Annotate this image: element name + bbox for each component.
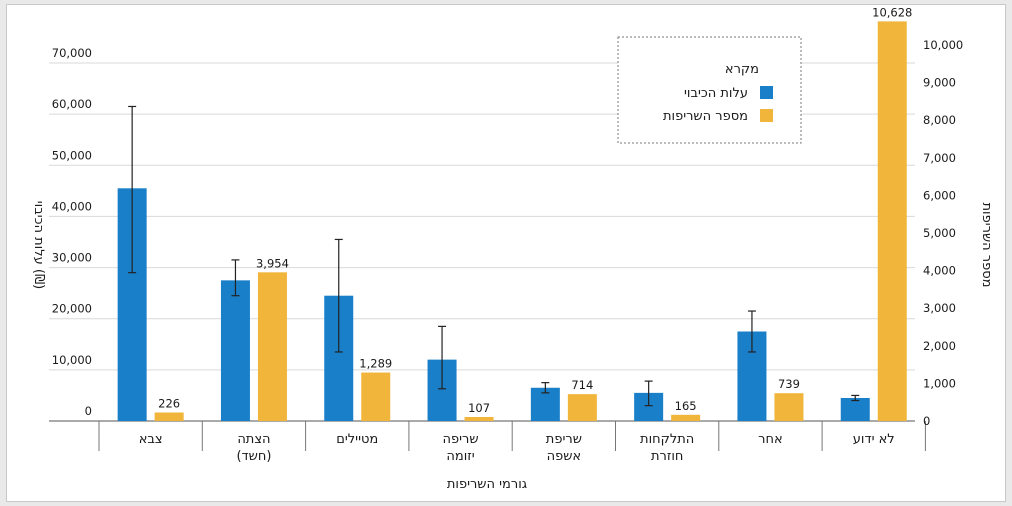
right-tick-label: 4,000 bbox=[923, 264, 956, 278]
category-label: צבא bbox=[139, 432, 163, 447]
bar-count bbox=[154, 412, 184, 421]
left-tick-label: 10,000 bbox=[52, 353, 92, 367]
count-value-label: 165 bbox=[675, 399, 697, 413]
count-value-label: 714 bbox=[571, 378, 593, 392]
bar-count bbox=[257, 272, 287, 421]
legend-label-cost: עלות הכיבוי bbox=[684, 86, 748, 101]
bar-count bbox=[774, 393, 804, 421]
left-tick-label: 60,000 bbox=[52, 97, 92, 111]
right-tick-label: 7,000 bbox=[923, 151, 956, 165]
right-y-axis: 0 1,000 2,000 3,000 4,000 5,000 6,000 7,000 8,00… bbox=[923, 38, 963, 428]
category-label: חוזרת bbox=[651, 449, 683, 464]
bar-count bbox=[567, 394, 597, 421]
right-tick-label: 6,000 bbox=[923, 188, 956, 202]
category-label: שריפת bbox=[546, 432, 582, 447]
legend-label-count: מספר השריפות bbox=[663, 109, 748, 124]
bar-count bbox=[361, 372, 391, 421]
legend-swatch-count bbox=[760, 109, 773, 122]
count-value-label: 107 bbox=[468, 401, 490, 415]
category-label: הצתה bbox=[237, 432, 270, 447]
count-value-label: 1,289 bbox=[359, 357, 392, 371]
category-label: אשפה bbox=[547, 449, 582, 464]
left-tick-label: 40,000 bbox=[52, 199, 92, 213]
legend-swatch-cost bbox=[760, 86, 773, 99]
right-tick-label: 8,000 bbox=[923, 113, 956, 127]
right-tick-label: 2,000 bbox=[923, 339, 956, 353]
x-axis-title: גורמי השריפות bbox=[447, 477, 527, 492]
right-axis-title: מספר השריפות bbox=[979, 202, 994, 287]
right-tick-label: 5,000 bbox=[923, 226, 956, 240]
left-axis-title: עלות הכיבוי (₪) bbox=[31, 201, 46, 289]
left-y-axis: 0 10,000 20,000 30,000 40,000 50,000 60,000 70,… bbox=[52, 46, 92, 418]
left-tick-label: 0 bbox=[85, 404, 92, 418]
left-tick-label: 30,000 bbox=[52, 251, 92, 265]
right-tick-label: 1,000 bbox=[923, 376, 956, 390]
category-label: התלקחות bbox=[640, 432, 694, 447]
chart-frame: 0 10,000 20,000 30,000 40,000 50,000 60,000 70,… bbox=[6, 4, 1006, 502]
category-label: שריפה bbox=[443, 432, 479, 447]
grid-lines bbox=[49, 62, 915, 371]
category-label: יזומה bbox=[446, 449, 474, 464]
bars bbox=[117, 21, 907, 421]
x-axis-line bbox=[49, 420, 926, 451]
right-tick-label: 3,000 bbox=[923, 301, 956, 315]
legend-title: מקרא bbox=[725, 62, 759, 77]
category-labels: צבא הצתה (חשד) מטיילים שריפה יזומה שריפת אשפה הת… bbox=[139, 432, 895, 464]
category-label: לא ידוע bbox=[853, 432, 895, 447]
bar-chart: 0 10,000 20,000 30,000 40,000 50,000 60,000 70,… bbox=[31, 5, 994, 492]
bar-count bbox=[464, 416, 494, 421]
left-tick-label: 50,000 bbox=[52, 148, 92, 162]
data-labels: 226 3,954 1,289 107 714 165 739 10,628 bbox=[158, 5, 912, 415]
bar-cost bbox=[220, 280, 250, 421]
category-label: (חשד) bbox=[236, 449, 271, 464]
count-value-label: 10,628 bbox=[872, 5, 912, 19]
right-tick-label: 0 bbox=[923, 414, 930, 428]
error-bars bbox=[128, 105, 860, 407]
bar-count bbox=[671, 414, 701, 421]
count-value-label: 3,954 bbox=[256, 256, 289, 270]
legend: מקרא עלות הכיבוי מספר השריפות bbox=[617, 36, 802, 144]
left-tick-label: 70,000 bbox=[52, 46, 92, 60]
count-value-label: 226 bbox=[158, 397, 180, 411]
left-tick-label: 20,000 bbox=[52, 302, 92, 316]
count-value-label: 739 bbox=[778, 377, 800, 391]
category-label: אחר bbox=[758, 432, 783, 447]
right-tick-label: 9,000 bbox=[923, 76, 956, 90]
bar-cost bbox=[840, 397, 870, 421]
bar-count bbox=[877, 21, 907, 421]
category-label: מטיילים bbox=[336, 432, 378, 447]
right-tick-label: 10,000 bbox=[923, 38, 963, 52]
